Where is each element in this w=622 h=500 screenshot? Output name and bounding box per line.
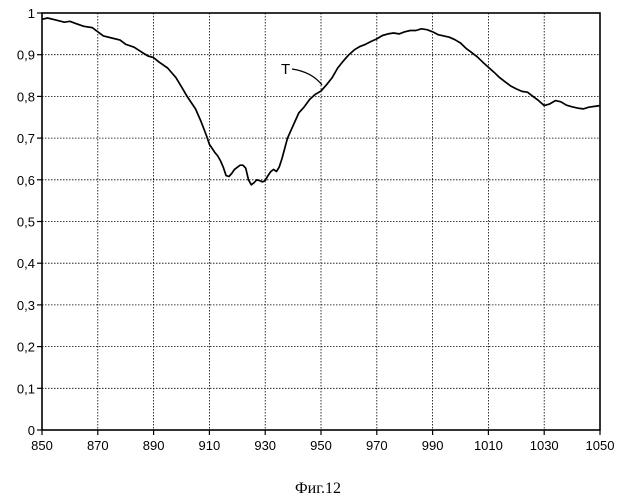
figure-caption: Фиг.12: [295, 480, 341, 497]
x-tick-label: 1050: [586, 438, 615, 453]
y-tick-label: 0,3: [17, 298, 35, 313]
y-tick-label: 0: [28, 423, 35, 438]
y-tick-label: 0,7: [17, 131, 35, 146]
y-tick-label: 0,1: [17, 381, 35, 396]
grid-lines: [42, 13, 600, 430]
x-tick-label: 910: [199, 438, 221, 453]
x-tick-label: 1030: [530, 438, 559, 453]
x-tick-label: 930: [254, 438, 276, 453]
x-tick-label: 850: [31, 438, 53, 453]
x-tick-label: 950: [310, 438, 332, 453]
x-tick-label: 890: [143, 438, 165, 453]
y-tick-label: 1: [28, 6, 35, 21]
y-tick-label: 0,9: [17, 48, 35, 63]
x-tick-label: 990: [422, 438, 444, 453]
y-tick-label: 0,8: [17, 89, 35, 104]
y-tick-label: 0,5: [17, 215, 35, 230]
tick-marks: [37, 13, 600, 435]
series-label-leader: [292, 69, 322, 85]
y-tick-label: 0,6: [17, 173, 35, 188]
x-tick-label: 970: [366, 438, 388, 453]
x-tick-label: 1010: [474, 438, 503, 453]
x-axis-tick-labels: 850 870 890 910 930 950 970 990 1010 1030 1050: [31, 438, 614, 453]
y-tick-label: 0,2: [17, 340, 35, 355]
series-label-t: T: [281, 61, 290, 78]
y-axis-tick-labels: 0 0,1 0,2 0,3 0,4 0,5 0,6 0,7 0,8 0,9 1: [17, 6, 35, 438]
y-tick-label: 0,4: [17, 256, 35, 271]
x-tick-label: 870: [87, 438, 109, 453]
